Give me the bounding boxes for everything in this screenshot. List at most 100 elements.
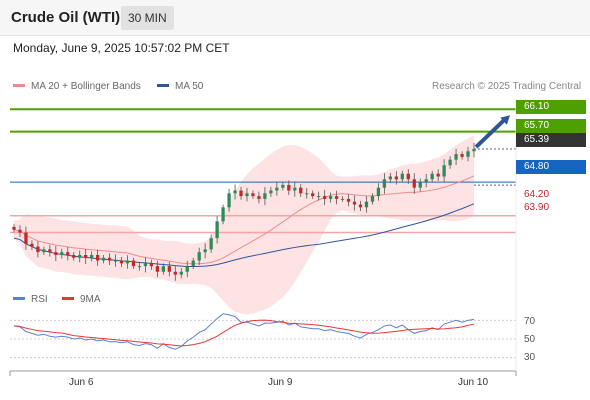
candle [197,247,201,266]
candle-body [352,201,357,205]
candle [191,257,195,269]
candle [406,169,410,184]
candle [54,246,58,262]
candle-body [90,254,94,258]
legend-rsi: RSI [13,294,48,305]
candle [90,251,94,262]
candle-body [370,196,375,202]
candle [412,173,416,194]
timestamp: Monday, June 9, 2025 10:57:02 PM CET [13,41,230,55]
candle-body [394,176,398,180]
candle-body [203,249,207,253]
candle [72,252,76,261]
candle [448,156,452,169]
candle [430,170,434,183]
rsi-tick-50: 50 [524,334,536,345]
candle [155,260,160,278]
legend-ma20-bollinger: MA 20 + Bollinger Bands [13,81,141,92]
candle [66,246,70,261]
candle-body [466,151,470,157]
candle [442,159,446,183]
candle [281,182,285,191]
candle [42,246,46,255]
candle-body [346,198,351,202]
candle-body [328,196,333,199]
candle [257,191,261,204]
arrow-head [500,115,510,125]
candle-body [472,149,476,152]
candle-body [364,201,369,208]
candle-body [263,193,267,199]
legend-ma50: MA 50 [157,81,203,92]
candle-body [84,254,88,258]
candle [227,188,231,212]
candle [179,268,183,279]
candle [167,261,171,277]
candle [245,187,249,202]
candle [352,195,357,211]
timeframe-badge[interactable]: 30 MIN [121,6,174,30]
target-arrow [474,115,510,149]
candle-body [430,173,434,180]
resistance-1-label: 65.70 [516,119,586,133]
candle-body [24,232,28,244]
legend-rsi-label: RSI [31,294,48,305]
candle-body [388,176,393,180]
candle-body [221,207,225,222]
candle-body [334,196,339,199]
candle-body [48,249,52,253]
research-credit: Research © 2025 Trading Central [432,81,582,92]
candle [460,151,464,160]
candle-body [173,271,177,275]
candle [424,173,428,188]
candle [323,189,327,206]
candle [269,186,273,197]
candle [334,190,339,205]
candle [203,243,207,259]
candle-body [275,187,279,191]
support-1-label: 64.20 [524,189,550,200]
candle-body [179,271,183,275]
bollinger-fill [14,135,474,315]
x-label-jun10: Jun 10 [458,377,489,388]
candle-body [382,179,387,188]
pivot-label: 64.80 [516,160,586,174]
candle [173,265,177,281]
candle [78,250,82,263]
candle [84,248,88,264]
candle [388,172,393,183]
chart-header: Crude Oil (WTI) 30 MIN [0,0,590,36]
candle-body [191,260,195,267]
candle-body [460,154,464,157]
candle [185,260,189,278]
candle [400,170,404,183]
candle [472,142,476,158]
candle-body [95,254,100,261]
candle-body [167,266,171,272]
candle-body [60,252,64,255]
candle [95,249,100,266]
legend-9ma: 9MA [62,294,101,305]
candle-body [149,263,154,267]
candle [317,191,321,201]
candle-body [251,193,255,197]
candle-body [36,246,40,253]
candle [149,259,154,270]
candle [107,253,112,266]
candle-body [42,249,46,253]
candle-body [376,187,381,197]
candle-body [197,252,201,261]
candle-body [317,196,321,198]
candle-body [12,226,16,230]
candle [328,192,333,203]
candle [454,148,458,165]
bollinger-band [14,135,474,315]
candle-body [448,159,452,166]
candle-body [281,184,285,188]
candle [370,193,375,205]
legend-9ma-label: 9MA [80,294,101,305]
candle-body [209,238,213,250]
candle-body [424,179,428,183]
candle [305,187,309,199]
candle-body [400,173,404,180]
